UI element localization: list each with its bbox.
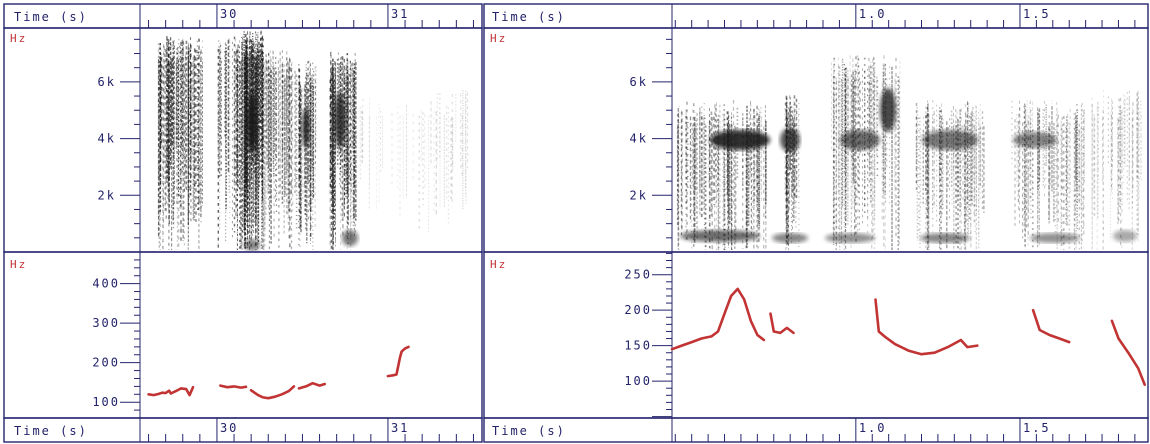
right-figure: Time (s) 1.0 1.5 Hz 6k 4k 2k Hz 250 200 150 10…	[483, 3, 1149, 443]
y-tick-label: 2k	[630, 188, 648, 202]
pitch-segment	[1110, 319, 1146, 387]
left-spectrogram-panel: Hz 6k 4k 2k	[3, 27, 483, 253]
right-spectrogram-unit: Hz	[490, 32, 507, 45]
right-top-time-ruler: Time (s) 1.0 1.5	[483, 3, 1149, 29]
right-top-tick-marks: 1.0 1.5	[674, 4, 1136, 28]
y-tick-label: 2k	[98, 188, 116, 202]
pitch-segment	[147, 385, 195, 397]
y-tick-label: 4k	[630, 132, 648, 146]
right-pitch-contour	[670, 287, 1146, 387]
right-spectrogram-y-axis: 6k 4k 2k	[630, 38, 672, 253]
y-tick-label: 100	[624, 374, 652, 388]
y-tick-label: 4k	[98, 132, 116, 146]
left-spectrogram-unit: Hz	[10, 32, 27, 45]
pitch-segment	[219, 384, 248, 389]
left-top-time-ruler: Time (s) 30 31	[3, 3, 483, 29]
pitch-segment	[769, 312, 795, 335]
left-bottom-time-ruler: Time (s) 30 31	[3, 417, 483, 443]
right-spectrogram-image	[676, 55, 1142, 250]
left-pitch-unit: Hz	[10, 258, 27, 271]
right-bottom-time-label: Time (s)	[492, 424, 566, 438]
time-tick-label: 30	[220, 421, 238, 435]
y-tick-label: 100	[92, 395, 120, 409]
y-tick-label: 300	[92, 316, 120, 330]
left-spectrogram-image	[157, 30, 469, 251]
y-tick-label: 250	[624, 268, 652, 282]
right-top-time-label: Time (s)	[492, 10, 566, 24]
y-tick-label: 200	[92, 356, 120, 370]
pitch-segment	[386, 345, 410, 378]
time-tick-label: 1.5	[1023, 421, 1051, 435]
pitch-segment	[670, 287, 766, 351]
left-pitch-panel: Hz 400 300 200 100	[3, 251, 483, 419]
time-tick-label: 31	[391, 421, 409, 435]
left-pitch-contour	[147, 345, 410, 400]
left-spectrogram-y-axis: 6k 4k 2k	[98, 38, 140, 253]
y-tick-label: 200	[624, 303, 652, 317]
y-tick-label: 6k	[630, 75, 648, 89]
y-tick-label: 6k	[98, 75, 116, 89]
time-tick-label: 30	[220, 7, 238, 21]
pitch-segment	[249, 385, 296, 400]
left-top-tick-marks: 30 31	[148, 4, 474, 28]
right-spectrogram-panel: Hz 6k 4k 2k	[483, 27, 1149, 253]
right-bottom-tick-marks: 1.0 1.5	[674, 418, 1136, 442]
y-tick-label: 150	[624, 339, 652, 353]
left-top-time-label: Time (s)	[14, 10, 88, 24]
pitch-segment	[297, 381, 327, 390]
right-pitch-y-axis: 250 200 150 100	[624, 252, 672, 418]
pitch-segment	[1031, 308, 1071, 344]
time-tick-label: 1.5	[1023, 7, 1051, 21]
time-tick-label: 1.0	[859, 421, 887, 435]
left-pitch-y-axis: 400 300 200 100	[92, 251, 140, 419]
right-pitch-panel: Hz 250 200 150 100	[483, 251, 1149, 419]
time-tick-label: 31	[391, 7, 409, 21]
time-tick-label: 1.0	[859, 7, 887, 21]
left-bottom-tick-marks: 30 31	[148, 418, 474, 442]
pitch-segment	[874, 298, 979, 356]
left-bottom-time-label: Time (s)	[14, 424, 88, 438]
y-tick-label: 400	[92, 277, 120, 291]
right-pitch-unit: Hz	[490, 258, 507, 271]
right-bottom-time-ruler: Time (s) 1.0 1.5	[483, 417, 1149, 443]
